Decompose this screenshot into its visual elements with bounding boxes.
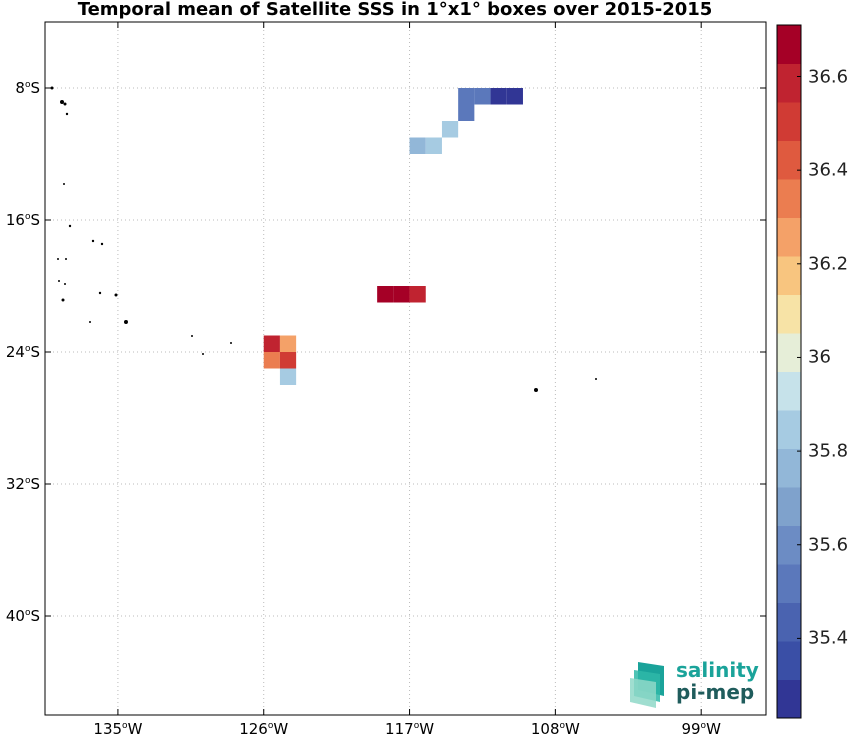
sss-cell bbox=[490, 88, 507, 105]
grid-lines bbox=[45, 22, 766, 715]
island-marker bbox=[61, 298, 65, 302]
island-marker bbox=[230, 342, 232, 344]
colorbar-segment bbox=[777, 410, 801, 449]
colorbar-segment bbox=[777, 25, 801, 64]
salinity-pimep-logo-icon bbox=[630, 662, 664, 708]
sss-cell bbox=[377, 286, 394, 303]
island-marker bbox=[124, 320, 128, 324]
island-marker bbox=[64, 283, 66, 285]
colorbar-segment bbox=[777, 294, 801, 334]
colorbar-tick-label: 36.2 bbox=[808, 253, 849, 275]
island-marker bbox=[57, 258, 59, 260]
island-marker bbox=[595, 378, 597, 380]
sss-cell bbox=[441, 121, 459, 138]
x-tick-label: 135oW bbox=[93, 720, 143, 738]
sss-cells bbox=[263, 88, 523, 385]
islands bbox=[50, 86, 597, 392]
colorbar-tick-label: 36.4 bbox=[808, 159, 849, 181]
colorbar-tick-label: 35.4 bbox=[808, 627, 849, 649]
x-tick-label: 99oW bbox=[681, 720, 721, 738]
colorbar-segment bbox=[777, 564, 801, 603]
x-tick-label: 126oW bbox=[239, 720, 289, 738]
colorbar-tick-label: 35.6 bbox=[808, 534, 849, 556]
colorbar bbox=[776, 24, 802, 719]
map-frame bbox=[44, 21, 767, 716]
island-marker bbox=[98, 291, 102, 295]
colorbar-segment bbox=[777, 487, 801, 526]
map-title: Temporal mean of Satellite SSS in 1°x1° … bbox=[77, 0, 713, 20]
sss-cell bbox=[279, 335, 297, 352]
colorbar-segment bbox=[777, 641, 801, 680]
island-marker bbox=[63, 102, 67, 106]
island-marker bbox=[65, 258, 67, 260]
colorbar-segment bbox=[777, 602, 801, 642]
colorbar-tick-label: 36 bbox=[808, 346, 831, 368]
sss-cell bbox=[458, 88, 475, 105]
island-marker bbox=[63, 183, 65, 185]
sss-cell bbox=[474, 88, 491, 105]
y-tick-label: 8oS bbox=[15, 79, 40, 97]
island-marker bbox=[202, 353, 204, 355]
island-marker bbox=[68, 224, 72, 228]
colorbar-segment bbox=[777, 448, 801, 488]
island-marker bbox=[100, 242, 104, 246]
sss-cell bbox=[279, 352, 297, 369]
sss-cell bbox=[409, 137, 426, 154]
sss-cell bbox=[263, 352, 280, 369]
sss-cell bbox=[263, 335, 280, 352]
colorbar-segment bbox=[777, 179, 801, 218]
island-marker bbox=[191, 335, 193, 337]
y-tick-label: 32oS bbox=[5, 475, 40, 493]
logo-text-salinity: salinity bbox=[676, 658, 759, 682]
island-marker bbox=[65, 112, 69, 116]
colorbar-tick-label: 35.8 bbox=[808, 440, 849, 462]
island-marker bbox=[50, 86, 54, 90]
sss-cell bbox=[279, 368, 297, 385]
axis-ticks bbox=[45, 22, 766, 715]
sss-cell bbox=[425, 137, 442, 154]
colorbar-tick-label: 36.6 bbox=[808, 66, 849, 87]
colorbar-segment bbox=[777, 256, 801, 295]
logo-text-pimep: pi-mep bbox=[676, 680, 755, 704]
y-tick-label: 16oS bbox=[5, 211, 40, 229]
island-marker bbox=[91, 239, 95, 243]
colorbar-segment bbox=[777, 102, 801, 141]
colorbar-segment bbox=[777, 679, 801, 719]
island-marker bbox=[534, 388, 538, 392]
sss-cell bbox=[506, 88, 523, 105]
colorbar-segment bbox=[777, 63, 801, 103]
sss-cell bbox=[458, 104, 475, 121]
map-background bbox=[45, 22, 766, 715]
colorbar-segment bbox=[777, 140, 801, 180]
x-tick-label: 117oW bbox=[385, 720, 435, 738]
sss-cell bbox=[393, 286, 410, 303]
island-marker bbox=[114, 293, 118, 297]
x-tick-label: 108oW bbox=[530, 720, 580, 738]
island-marker bbox=[89, 321, 91, 323]
colorbar-segment bbox=[777, 371, 801, 411]
island-marker bbox=[58, 280, 60, 282]
y-tick-label: 40oS bbox=[5, 607, 40, 625]
colorbar-segment bbox=[777, 333, 801, 372]
colorbar-frame bbox=[776, 24, 802, 719]
y-tick-label: 24oS bbox=[5, 343, 40, 361]
sss-cell bbox=[409, 286, 426, 303]
island-marker bbox=[60, 100, 64, 104]
colorbar-segment bbox=[777, 217, 801, 257]
